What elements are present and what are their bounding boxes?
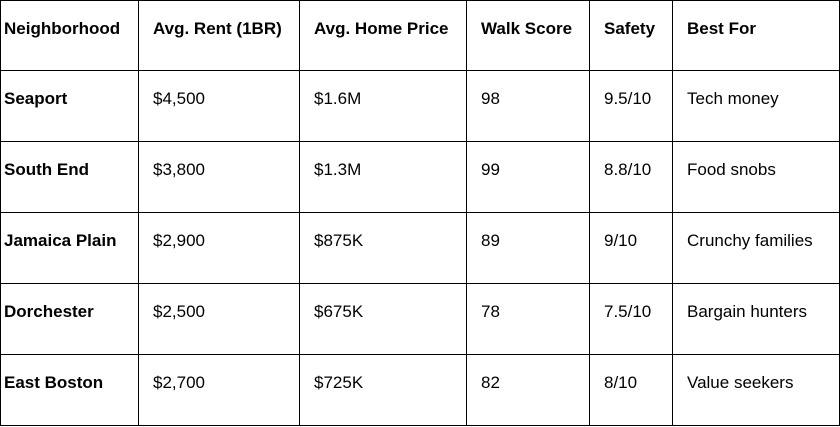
safety-cell: 9/10 bbox=[589, 212, 673, 284]
cell-text: 8.8/10 bbox=[604, 160, 652, 179]
cell-text: 98 bbox=[481, 89, 500, 108]
cell-text: 82 bbox=[481, 373, 500, 392]
walk-score-cell: 89 bbox=[466, 212, 590, 284]
neighborhood-cell: Seaport bbox=[0, 70, 139, 142]
cell-text: Jamaica Plain bbox=[4, 231, 117, 250]
safety-cell: 8/10 bbox=[589, 354, 673, 426]
neighborhood-cell: East Boston bbox=[0, 354, 139, 426]
rent-cell: $2,900 bbox=[138, 212, 300, 284]
column-header-walk-score: Walk Score bbox=[466, 0, 590, 71]
best-for-cell: Food snobs bbox=[672, 141, 840, 213]
best-for-cell: Bargain hunters bbox=[672, 283, 840, 355]
safety-cell: 7.5/10 bbox=[589, 283, 673, 355]
table-row: Jamaica Plain $2,900 $875K 89 9/10 Crunc… bbox=[0, 212, 840, 284]
cell-text: $2,500 bbox=[153, 302, 205, 321]
neighborhood-cell: Dorchester bbox=[0, 283, 139, 355]
header-label: Best For bbox=[687, 19, 756, 38]
cell-text: 7.5/10 bbox=[604, 302, 652, 321]
safety-cell: 9.5/10 bbox=[589, 70, 673, 142]
header-label: Safety bbox=[604, 19, 656, 38]
column-header-neighborhood: Neighborhood bbox=[0, 0, 139, 71]
home-price-cell: $675K bbox=[299, 283, 467, 355]
rent-cell: $3,800 bbox=[138, 141, 300, 213]
cell-text: South End bbox=[4, 160, 89, 179]
cell-text: Seaport bbox=[4, 89, 68, 108]
home-price-cell: $1.3M bbox=[299, 141, 467, 213]
cell-text: East Boston bbox=[4, 373, 104, 392]
cell-text: 8/10 bbox=[604, 373, 638, 392]
cell-text: 9.5/10 bbox=[604, 89, 652, 108]
cell-text: Bargain hunters bbox=[687, 302, 808, 321]
cell-text: $4,500 bbox=[153, 89, 205, 108]
cell-text: $675K bbox=[314, 302, 364, 321]
table-row: Dorchester $2,500 $675K 78 7.5/10 Bargai… bbox=[0, 283, 840, 355]
cell-text: $1.6M bbox=[314, 89, 362, 108]
cell-text: Value seekers bbox=[687, 373, 794, 392]
neighborhood-cell: Jamaica Plain bbox=[0, 212, 139, 284]
cell-text: 78 bbox=[481, 302, 500, 321]
rent-cell: $2,700 bbox=[138, 354, 300, 426]
table-header-row: Neighborhood Avg. Rent (1BR) Avg. Home P… bbox=[0, 0, 840, 71]
safety-cell: 8.8/10 bbox=[589, 141, 673, 213]
cell-text: $2,700 bbox=[153, 373, 205, 392]
header-label: Avg. Rent (1BR) bbox=[153, 19, 282, 38]
cell-text: 99 bbox=[481, 160, 500, 179]
cell-text: $1.3M bbox=[314, 160, 362, 179]
cell-text: Crunchy families bbox=[687, 231, 813, 250]
walk-score-cell: 82 bbox=[466, 354, 590, 426]
cell-text: $725K bbox=[314, 373, 364, 392]
cell-text: Dorchester bbox=[4, 302, 94, 321]
column-header-avg-rent: Avg. Rent (1BR) bbox=[138, 0, 300, 71]
home-price-cell: $875K bbox=[299, 212, 467, 284]
cell-text: Food snobs bbox=[687, 160, 776, 179]
cell-text: $2,900 bbox=[153, 231, 205, 250]
walk-score-cell: 98 bbox=[466, 70, 590, 142]
column-header-avg-home-price: Avg. Home Price bbox=[299, 0, 467, 71]
best-for-cell: Value seekers bbox=[672, 354, 840, 426]
neighborhood-cell: South End bbox=[0, 141, 139, 213]
best-for-cell: Tech money bbox=[672, 70, 840, 142]
cell-text: Tech money bbox=[687, 89, 779, 108]
table-row: South End $3,800 $1.3M 99 8.8/10 Food sn… bbox=[0, 141, 840, 213]
header-label: Walk Score bbox=[481, 19, 573, 38]
header-label: Avg. Home Price bbox=[314, 19, 449, 38]
table-row: Seaport $4,500 $1.6M 98 9.5/10 Tech mone… bbox=[0, 70, 840, 142]
cell-text: 89 bbox=[481, 231, 500, 250]
cell-text: $875K bbox=[314, 231, 364, 250]
walk-score-cell: 78 bbox=[466, 283, 590, 355]
header-label: Neighborhood bbox=[4, 19, 121, 38]
table-row: East Boston $2,700 $725K 82 8/10 Value s… bbox=[0, 354, 840, 426]
cell-text: 9/10 bbox=[604, 231, 638, 250]
home-price-cell: $725K bbox=[299, 354, 467, 426]
home-price-cell: $1.6M bbox=[299, 70, 467, 142]
walk-score-cell: 99 bbox=[466, 141, 590, 213]
column-header-safety: Safety bbox=[589, 0, 673, 71]
cell-text: $3,800 bbox=[153, 160, 205, 179]
rent-cell: $2,500 bbox=[138, 283, 300, 355]
column-header-best-for: Best For bbox=[672, 0, 840, 71]
best-for-cell: Crunchy families bbox=[672, 212, 840, 284]
rent-cell: $4,500 bbox=[138, 70, 300, 142]
